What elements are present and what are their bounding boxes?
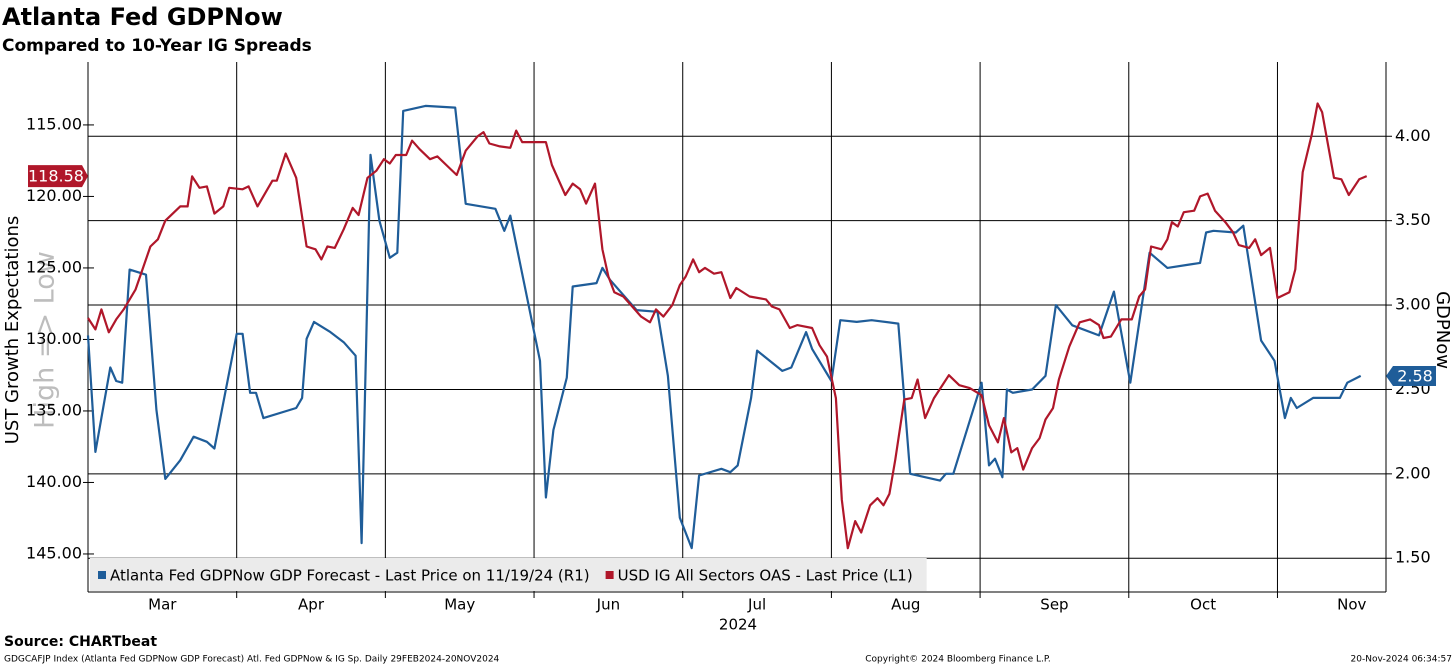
series-line bbox=[87, 102, 1368, 550]
footer-index-note: GDGCAFJP Index (Atlanta Fed GDPNow GDP F… bbox=[4, 655, 500, 665]
x-tick-label: May bbox=[444, 596, 475, 614]
x-axis-label: 2024 bbox=[719, 616, 757, 634]
chart-subtitle: Compared to 10-Year IG Spreads bbox=[2, 36, 312, 56]
x-tick-label: Aug bbox=[891, 596, 920, 614]
y2-axis-label: GDPNow bbox=[1432, 291, 1453, 369]
footer-timestamp: 20-Nov-2024 06:34:57 bbox=[1351, 655, 1452, 665]
x-tick-label: Apr bbox=[298, 596, 325, 614]
footer-copyright: Copyright© 2024 Bloomberg Finance L.P. bbox=[865, 655, 1050, 665]
x-tick-label: Mar bbox=[148, 596, 177, 614]
last-price-tag bbox=[28, 165, 88, 188]
y-tick-label: 145.00 bbox=[26, 543, 82, 562]
y-tick-label: 115.00 bbox=[26, 114, 82, 133]
last-price-label: 118.58 bbox=[28, 167, 84, 186]
series-line bbox=[86, 104, 1362, 550]
y2-tick-label: 3.50 bbox=[1395, 210, 1431, 229]
x-tick-label: Jun bbox=[596, 596, 620, 614]
x-tick-label: Jul bbox=[747, 596, 766, 614]
legend-label: USD IG All Sectors OAS - Last Price (L1) bbox=[618, 567, 913, 585]
y-tick-label: 135.00 bbox=[26, 400, 82, 419]
legend-background bbox=[90, 558, 927, 591]
y-tick-label: 120.00 bbox=[26, 186, 82, 205]
x-tick-label: Oct bbox=[1190, 596, 1216, 614]
x-tick-label: Sep bbox=[1040, 596, 1068, 614]
y2-tick-label: 3.00 bbox=[1395, 295, 1431, 314]
last-price-tag bbox=[1386, 365, 1436, 386]
legend-swatch bbox=[98, 571, 106, 579]
y2-tick-label: 1.50 bbox=[1395, 548, 1431, 567]
x-tick-label: Nov bbox=[1337, 596, 1366, 614]
y-tick-label: 130.00 bbox=[26, 329, 82, 348]
footer-source: Source: CHARTbeat bbox=[4, 634, 157, 650]
y2-tick-label: 4.00 bbox=[1395, 126, 1431, 145]
chart-title: Atlanta Fed GDPNow bbox=[2, 3, 283, 31]
y-tick-label: 125.00 bbox=[26, 257, 82, 276]
watermark: High => Low bbox=[30, 251, 61, 429]
last-price-label: 2.58 bbox=[1397, 366, 1433, 385]
y-tick-label: 140.00 bbox=[26, 472, 82, 491]
y2-tick-label: 2.00 bbox=[1395, 463, 1431, 482]
legend-swatch bbox=[605, 571, 614, 579]
y-axis-label: UST Growth Expectations bbox=[2, 216, 23, 445]
legend-label: Atlanta Fed GDPNow GDP Forecast - Last P… bbox=[110, 567, 590, 585]
